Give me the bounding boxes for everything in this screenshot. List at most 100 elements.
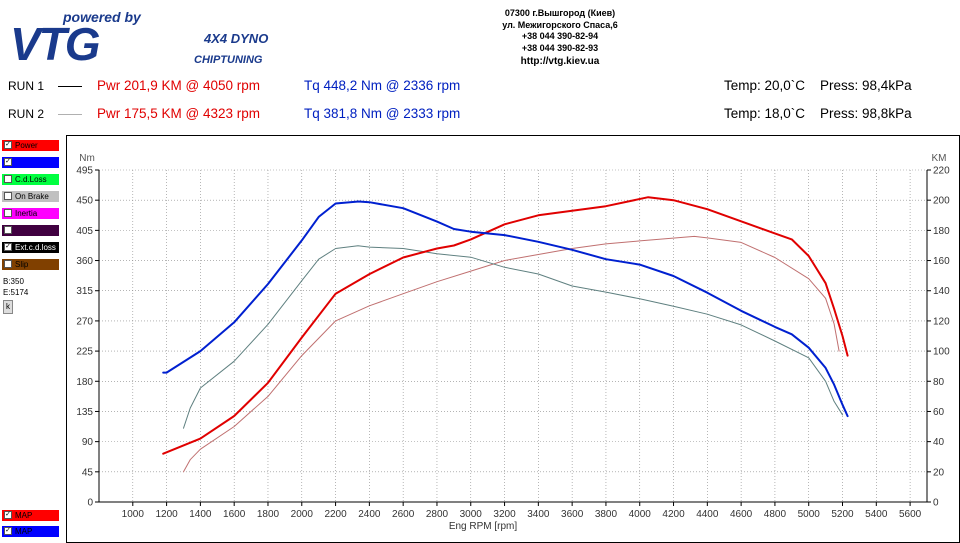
legend-checkbox[interactable] (4, 175, 12, 183)
logo-product: 4X4 DYNO (203, 31, 268, 46)
x-tick-label: 4800 (764, 509, 787, 520)
legend-checkbox[interactable] (4, 209, 12, 217)
x-tick-label: 4200 (662, 509, 685, 520)
y-right-tick-label: 0 (933, 498, 939, 509)
legend-label: On Brake (15, 192, 49, 201)
legend-toggle-power[interactable]: ✓ Power (2, 140, 59, 151)
legend-label: Tq (15, 158, 25, 167)
logo-brand: VTG (10, 18, 100, 68)
y-right-tick-label: 80 (933, 377, 945, 388)
x-tick-label: 5200 (831, 509, 854, 520)
address-line-1: 07300 г.Вышгород (Киев) (504, 8, 616, 18)
legend-checkbox[interactable]: ✓ (4, 158, 12, 166)
y-left-tick-label: 450 (76, 196, 93, 207)
run-1-label: RUN 1 (8, 79, 45, 93)
legend-toggle-inertia[interactable]: Inertia (2, 208, 59, 219)
run-1-power-curve (162, 196, 849, 455)
legend-label: Ext.c.d.loss (15, 243, 56, 252)
x-tick-label: 1400 (189, 509, 212, 520)
run-2-power: Pwr 175,5 KM @ 4323 rpm (97, 106, 261, 121)
y-right-tick-label: 40 (933, 437, 945, 448)
legend-toggle-tq[interactable]: ✓ Tq (2, 157, 59, 168)
run-2-tq-curve (183, 245, 843, 429)
y-left-tick-label: 180 (76, 377, 93, 388)
y-right-tick-label: 100 (933, 347, 950, 358)
y-right-tick-label: 120 (933, 316, 950, 327)
y-right-tick-label: 180 (933, 226, 950, 237)
y-right-tick-label: 220 (933, 166, 950, 177)
legend-label: Whl.Power (15, 226, 54, 235)
y-left-tick-label: 315 (76, 286, 93, 297)
legend-toggle-slip[interactable]: Slip (2, 259, 59, 270)
x-tick-label: 3200 (493, 509, 516, 520)
run-2-label: RUN 2 (8, 107, 45, 121)
legend-panel: ✓ Power ✓ Tq C.d.Loss On Brake Inertia Whl.Powe… (0, 135, 64, 543)
x-tick-label: 2800 (426, 509, 449, 520)
e-value: E:5174 (3, 288, 29, 297)
contact-info: 07300 г.Вышгород (Киев) ул. Межигорского… (460, 8, 660, 68)
x-tick-label: 2000 (291, 509, 314, 520)
y-left-tick-label: 360 (76, 256, 93, 267)
y-left-tick-label: 225 (76, 347, 93, 358)
x-tick-label: 3800 (595, 509, 618, 520)
legend-checkbox[interactable] (4, 260, 12, 268)
legend-toggle-ext-c-d-loss[interactable]: ✓ Ext.c.d.loss (2, 242, 59, 253)
legend-label: Power (15, 141, 38, 150)
legend-checkbox[interactable] (4, 192, 12, 200)
y-right-axis-label: KM (932, 153, 947, 164)
legend-toggle-map-2[interactable]: ✓ MAP (2, 526, 59, 537)
legend-checkbox[interactable]: ✓ (4, 527, 12, 535)
y-left-tick-label: 270 (76, 316, 93, 327)
y-left-tick-label: 90 (82, 437, 94, 448)
x-tick-label: 3000 (460, 509, 483, 520)
website-url[interactable]: http://vtg.kiev.ua (520, 56, 600, 67)
b-value: B:350 (3, 277, 24, 286)
x-tick-label: 5400 (865, 509, 888, 520)
x-tick-label: 2600 (392, 509, 415, 520)
logo-subtitle: CHIPTUNING (194, 54, 263, 66)
x-tick-label: 4400 (696, 509, 719, 520)
run-2-power-curve (183, 235, 840, 473)
y-right-tick-label: 140 (933, 286, 950, 297)
x-tick-label: 4000 (629, 509, 652, 520)
run-1-row: RUN 1 Pwr 201,9 KM @ 4050 rpm Tq 448,2 N… (0, 77, 960, 97)
x-tick-label: 3400 (527, 509, 550, 520)
legend-label: MAP (15, 511, 33, 520)
y-left-tick-label: 135 (76, 407, 93, 418)
x-tick-label: 1600 (223, 509, 246, 520)
x-tick-label: 1200 (155, 509, 178, 520)
legend-checkbox[interactable]: ✓ (4, 511, 12, 519)
x-tick-label: 4600 (730, 509, 753, 520)
run-2-line-swatch (58, 114, 82, 115)
legend-checkbox[interactable]: ✓ (4, 243, 12, 251)
dyno-chart: 1000 1200 1400 1600 1800 2000 2200 2400 2600 2800… (66, 135, 960, 543)
run-1-tq-curve (162, 200, 849, 418)
x-tick-label: 5600 (899, 509, 922, 520)
vtg-logo: powered by VTG 4X4 DYNO CHIPTUNING (10, 9, 268, 68)
legend-checkbox[interactable] (4, 226, 12, 234)
legend-label: Inertia (15, 209, 38, 218)
run-2-row: RUN 2 Pwr 175,5 KM @ 4323 rpm Tq 381,8 N… (0, 105, 960, 125)
legend-toggle-c-d-loss[interactable]: C.d.Loss (2, 174, 59, 185)
legend-label: C.d.Loss (15, 175, 47, 184)
y-right-tick-label: 200 (933, 196, 950, 207)
legend-toggle-map-1[interactable]: ✓ MAP (2, 510, 59, 521)
legend-toggle-on-brake[interactable]: On Brake (2, 191, 59, 202)
legend-checkbox[interactable]: ✓ (4, 141, 12, 149)
y-left-tick-label: 495 (76, 166, 93, 177)
x-tick-label: 3600 (561, 509, 584, 520)
report-header: powered by VTG 4X4 DYNO CHIPTUNING 07300… (0, 0, 960, 135)
y-left-axis-label: Nm (79, 153, 95, 164)
chart-frame (66, 135, 960, 543)
phone-2: +38 044 390-82-93 (521, 42, 599, 53)
run-1-line-swatch (58, 86, 82, 87)
legend-toggle-whl-power[interactable]: Whl.Power (2, 225, 59, 236)
legend-label: MAP (15, 527, 33, 536)
k-button[interactable]: k (3, 300, 13, 314)
x-tick-label: 2200 (324, 509, 347, 520)
run-1-conditions: Temp: 20,0`C Press: 98,4kPa (724, 78, 912, 93)
address-line-2: ул. Межигорского Спаса,6 (502, 19, 618, 30)
run-2-torque: Tq 381,8 Nm @ 2333 rpm (304, 106, 461, 121)
x-axis-label: Eng RPM [rpm] (449, 521, 518, 532)
y-left-tick-label: 405 (76, 226, 93, 237)
